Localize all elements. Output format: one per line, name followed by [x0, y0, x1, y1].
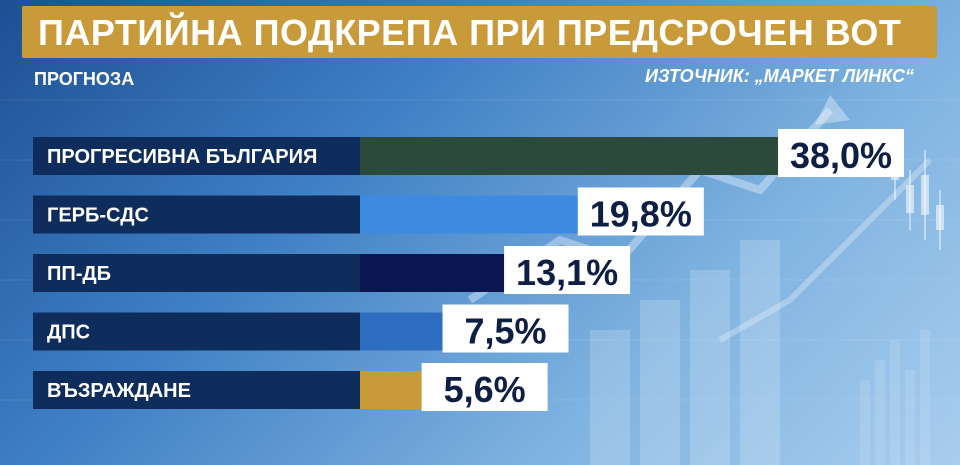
bar	[360, 371, 422, 409]
subtitle: ПРОГНОЗА	[34, 69, 135, 89]
bar	[360, 137, 778, 175]
bar-row: ПП-ДБ 13,1%	[33, 246, 631, 294]
category-panel	[33, 371, 360, 409]
category-label: ПП-ДБ	[47, 263, 111, 285]
value-box	[421, 363, 548, 411]
category-panel	[33, 195, 360, 234]
category-label: ГЕРБ-СДС	[47, 205, 149, 227]
value-label: 7,5%	[464, 311, 546, 352]
bar-row: ПРОГРЕСИВНА БЪЛГАРИЯ 38,0%	[33, 129, 904, 177]
bar	[360, 312, 443, 351]
page-title: ПАРТИЙНА ПОДКРЕПА ПРИ ПРЕДСРОЧЕН ВОТ	[38, 12, 902, 53]
category-panel	[33, 312, 360, 351]
value-box	[778, 129, 904, 177]
source-label: ИЗТОЧНИК: „МАРКЕТ ЛИНКС“	[645, 66, 914, 86]
bar-row: ДПС 7,5%	[33, 304, 569, 353]
value-label: 38,0%	[790, 135, 892, 176]
bar-row: ВЪЗРАЖДАНЕ 5,6%	[33, 363, 548, 411]
category-label: ПРОГРЕСИВНА БЪЛГАРИЯ	[47, 146, 317, 168]
value-label: 13,1%	[516, 252, 618, 293]
value-box	[504, 246, 631, 294]
value-box	[442, 304, 569, 353]
value-label: 19,8%	[590, 194, 692, 235]
category-label: ДПС	[47, 322, 90, 344]
value-box	[577, 187, 704, 236]
title-bar: ПАРТИЙНА ПОДКРЕПА ПРИ ПРЕДСРОЧЕН ВОТ	[22, 6, 937, 58]
category-label: ВЪЗРАЖДАНЕ	[47, 380, 191, 402]
bar	[360, 195, 578, 234]
value-label: 5,6%	[444, 369, 526, 410]
category-panel	[33, 254, 360, 292]
bar-row: ГЕРБ-СДС 19,8%	[33, 187, 704, 236]
category-panel	[33, 137, 360, 175]
bar	[360, 254, 505, 292]
